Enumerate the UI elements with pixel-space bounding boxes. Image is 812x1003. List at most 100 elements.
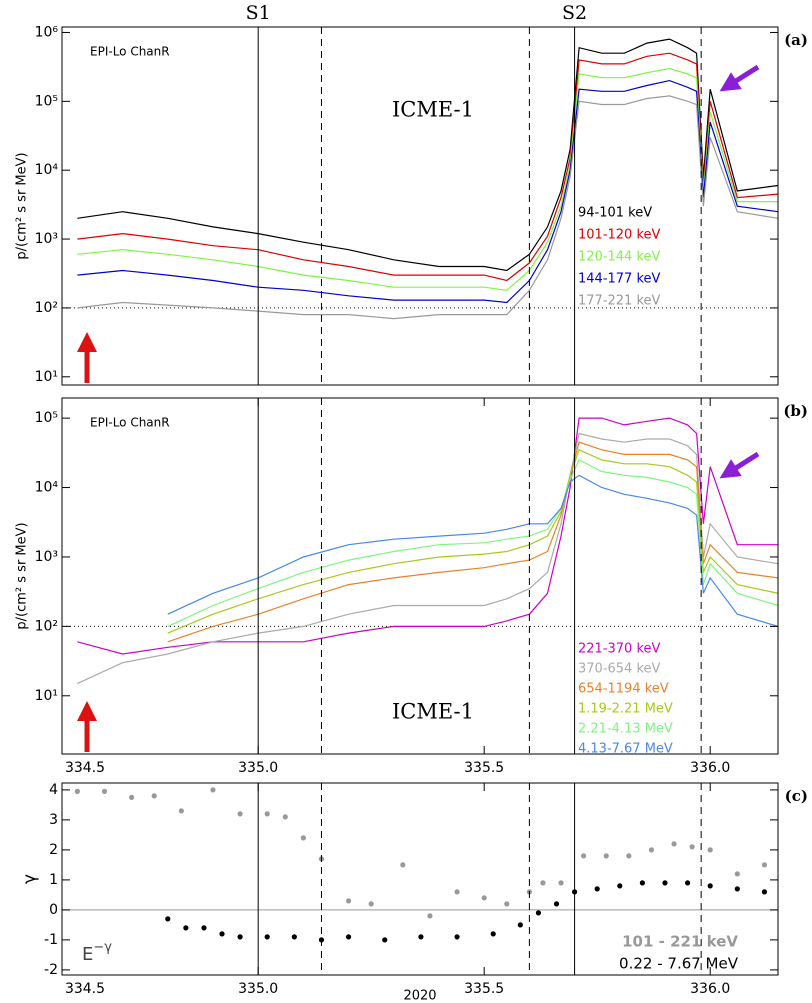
data-point xyxy=(129,794,135,801)
x-tick-label: 335.5 xyxy=(464,760,504,776)
data-point xyxy=(219,931,225,937)
data-point xyxy=(101,788,108,795)
data-point xyxy=(74,788,80,795)
data-point xyxy=(581,853,587,859)
series-line xyxy=(77,95,778,320)
panel-label: (a) xyxy=(784,31,808,49)
y-tick-label: 10⁶ xyxy=(35,24,59,40)
data-point xyxy=(734,871,740,877)
series-line xyxy=(77,79,778,304)
series-line xyxy=(167,441,778,643)
y-tick-label: 0 xyxy=(49,902,58,918)
y-tick-label: 10² xyxy=(35,300,58,316)
y-axis-label: γ xyxy=(20,874,40,884)
region-label: ICME-1 xyxy=(392,98,474,122)
y-tick-label: 10¹ xyxy=(35,369,58,385)
data-point xyxy=(671,841,677,847)
data-point xyxy=(282,814,288,820)
panel-label: (c) xyxy=(785,787,808,805)
y-tick-label: 1 xyxy=(49,872,58,888)
data-point xyxy=(734,886,740,892)
axes-frame xyxy=(61,26,779,386)
x-tick-label: 334.5 xyxy=(65,981,105,997)
y-tick-label: 10² xyxy=(35,618,58,634)
data-point xyxy=(427,913,433,919)
data-point xyxy=(183,925,189,931)
data-point xyxy=(481,895,487,901)
data-point xyxy=(648,847,655,853)
data-point xyxy=(454,889,460,895)
plot-area xyxy=(62,787,778,943)
axes-frame xyxy=(61,782,779,976)
series-line xyxy=(167,459,778,627)
data-point xyxy=(689,844,695,850)
legend-entry: 221-370 keV xyxy=(578,642,661,657)
legend-entry: 144-177 keV xyxy=(578,272,661,287)
panel-label: (b) xyxy=(783,402,808,420)
data-point xyxy=(535,910,542,916)
data-point xyxy=(201,925,207,931)
legend-entry: 0.22 - 7.67 MeV xyxy=(619,955,739,973)
x-tick-label: 336.0 xyxy=(690,760,730,776)
series-line xyxy=(77,432,778,685)
data-point xyxy=(382,937,388,943)
y-axis-label: p/(cm² s sr MeV) xyxy=(15,522,30,629)
data-point xyxy=(291,934,297,940)
y-tick-label: -2 xyxy=(44,962,58,978)
y-tick-label: 3 xyxy=(49,812,58,828)
series-line xyxy=(77,417,778,655)
region-label: ICME-1 xyxy=(392,700,474,724)
data-point xyxy=(504,901,510,907)
x-tick-label: 335.5 xyxy=(464,981,504,997)
data-point xyxy=(626,853,632,859)
y-tick-label: 2 xyxy=(49,842,58,858)
y-tick-label: 10³ xyxy=(35,549,58,565)
event-label: S2 xyxy=(562,2,587,24)
x-tick-label: 335.0 xyxy=(238,981,278,997)
data-point xyxy=(454,934,460,940)
formula-exp: −γ xyxy=(93,940,112,955)
data-point xyxy=(517,922,523,928)
data-point xyxy=(178,808,184,814)
data-point xyxy=(264,934,270,940)
data-point xyxy=(237,811,243,817)
y-tick-label: 10³ xyxy=(35,231,58,247)
legend-entry: 654-1194 keV xyxy=(578,682,669,697)
plot-area xyxy=(62,417,778,685)
y-tick-label: 10⁵ xyxy=(35,410,58,426)
x-tick-label: 334.5 xyxy=(65,760,105,776)
legend-entry: 4.13-7.67 MeV xyxy=(578,742,673,757)
instrument-label: EPI-Lo ChanR xyxy=(90,45,170,59)
legend-entry: 2.21-4.13 MeV xyxy=(578,722,673,737)
y-tick-label: 10⁴ xyxy=(35,162,59,178)
y-tick-label: 4 xyxy=(49,782,58,798)
series-line xyxy=(77,38,778,272)
y-tick-label: 10⁴ xyxy=(35,480,59,496)
y-axis-label: p/(cm² s sr MeV) xyxy=(15,152,30,259)
formula-base: E xyxy=(82,944,93,965)
formula: E−γ xyxy=(82,940,112,966)
data-point xyxy=(418,934,424,940)
x-tick-label: 335.0 xyxy=(238,760,278,776)
data-point xyxy=(151,793,157,799)
series-line xyxy=(77,67,778,291)
legend-entry: 94-101 keV xyxy=(578,206,652,221)
data-point xyxy=(639,880,645,886)
data-point xyxy=(707,847,713,853)
data-point xyxy=(345,898,352,904)
purple-arrow xyxy=(719,451,760,479)
legend-entry: 101 - 221 keV xyxy=(622,933,738,951)
data-point xyxy=(264,811,270,817)
y-tick-label: -1 xyxy=(44,932,58,948)
purple-arrow xyxy=(719,64,760,92)
data-point xyxy=(761,862,768,868)
data-point xyxy=(662,880,668,886)
data-point xyxy=(594,886,600,892)
data-point xyxy=(300,835,306,841)
data-point xyxy=(345,934,352,940)
series-line xyxy=(167,474,778,627)
y-tick-label: 10⁵ xyxy=(35,93,58,109)
legend-entry: 120-144 keV xyxy=(578,250,661,265)
